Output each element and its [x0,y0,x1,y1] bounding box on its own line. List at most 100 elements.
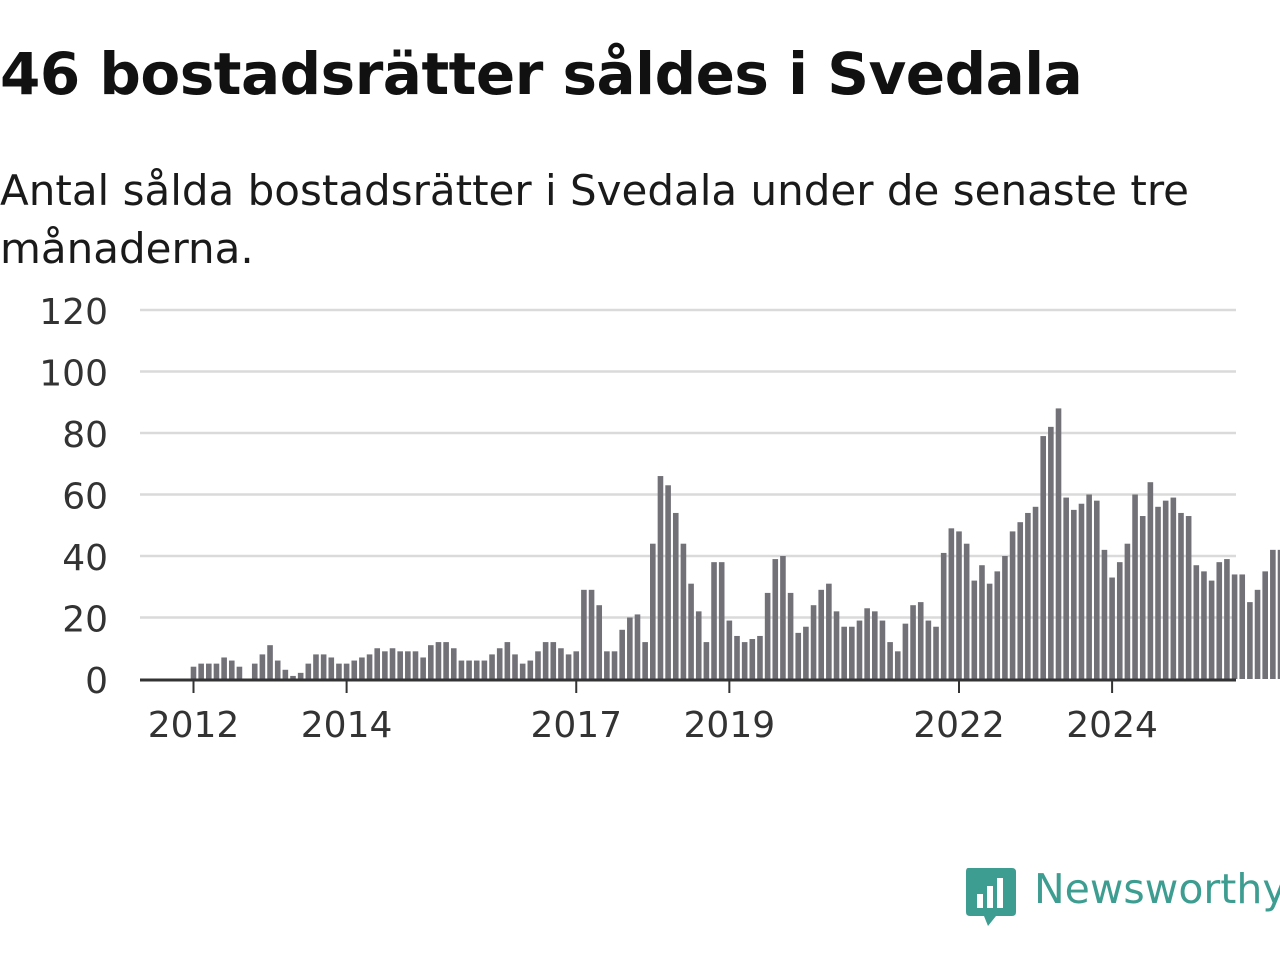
bar [1116,562,1123,679]
bar [627,617,633,679]
bar [290,675,296,679]
bar [1055,408,1062,679]
y-tick-label: 120 [39,292,108,333]
bar [925,620,932,679]
bar [1247,602,1253,679]
bar [1270,549,1276,679]
bar [550,642,557,679]
bar [634,614,641,679]
y-tick-label: 60 [62,477,108,518]
bar [588,589,595,679]
bar [1032,506,1039,679]
y-tick-label: 100 [39,354,108,395]
bar [1063,497,1069,679]
bar [351,660,358,679]
bar [489,654,495,679]
bar [826,583,832,679]
bar [963,543,970,679]
newsworthy-logo-icon [966,868,1016,926]
bar [741,642,748,679]
bar [894,651,901,679]
bar [619,629,625,679]
bar [1254,589,1261,679]
bar [198,663,204,679]
y-tick-label: 20 [62,600,108,641]
chart-title: 46 bostadsrätter såldes i Svedala [0,40,1083,108]
bar [787,592,794,679]
bar [328,657,335,679]
bar [734,635,740,679]
bar [466,660,472,679]
bar [1017,522,1024,679]
bar [956,531,962,679]
bar [864,608,870,679]
bar [1277,549,1280,679]
bar [994,571,1001,679]
bar [382,651,388,679]
bar [1025,512,1031,679]
bar [1193,565,1200,679]
bar [703,642,710,679]
bar [236,666,243,679]
bar [833,611,840,679]
bar [986,583,993,679]
bar [504,642,511,679]
bar [1170,497,1177,679]
bar [274,660,281,679]
bar [1009,531,1016,679]
bar [527,660,534,679]
bar [481,660,488,679]
bar [818,589,825,679]
bar [221,657,227,679]
bars [190,408,1280,679]
bar [405,651,411,679]
bar [535,651,541,679]
bar [458,660,465,679]
bar [282,669,289,679]
bar [1002,556,1008,679]
x-tick-label: 2012 [148,705,240,746]
bar [313,654,319,679]
bar [267,645,273,679]
bar [305,663,312,679]
bar [374,648,381,679]
bar [757,635,763,679]
bar-chart: 0 20 40 60 80 100 120 2012 2014 2017 2019 2022 2024… [39,292,1280,746]
bar [581,589,587,679]
bar [718,562,725,679]
bar [780,556,786,679]
newsworthy-logo: Newsworthy [962,862,1280,932]
bar [917,602,924,679]
bar [726,620,733,679]
bar [1147,482,1154,679]
bar [642,642,648,679]
bar [1048,426,1054,679]
bar [1139,516,1146,679]
bar [1101,549,1108,679]
bar [512,654,518,679]
bar [573,651,580,679]
bar [251,663,258,679]
y-tick-label: 0 [85,661,108,702]
bar [1040,436,1047,679]
bar [887,642,893,679]
bar [558,648,564,679]
bar [1185,516,1192,679]
bar [749,639,756,679]
bar [366,654,373,679]
bar [1231,574,1238,679]
bar [688,583,694,679]
x-tick-label: 2024 [1066,705,1158,746]
bar [711,562,717,679]
bar [971,580,978,679]
bar [389,648,396,679]
bar [473,660,480,679]
bar [206,663,212,679]
bar [803,626,809,679]
bar [1093,500,1100,679]
bar [1078,503,1085,679]
bar [764,592,771,679]
bar [1178,512,1184,679]
bar [1224,559,1230,679]
bar [672,512,679,679]
